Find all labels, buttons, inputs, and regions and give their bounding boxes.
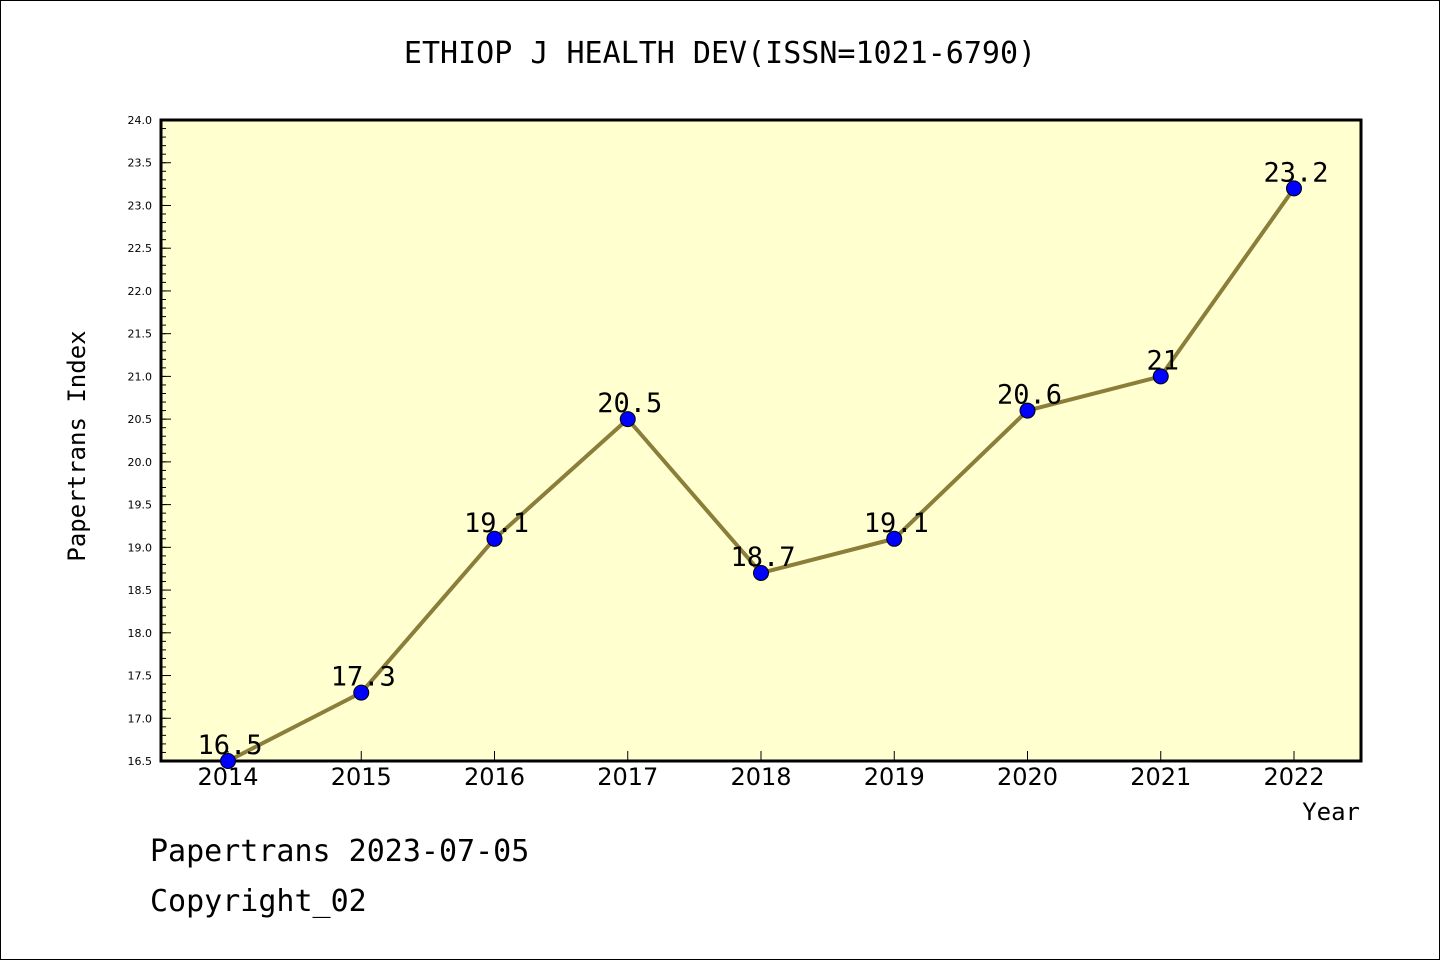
y-tick-label: 20.5 [128,413,153,426]
data-point-marker [1286,180,1302,197]
y-tick-label: 19.5 [128,499,153,512]
y-tick-label: 23.5 [128,157,153,170]
y-tick-label: 22.5 [128,242,153,255]
data-point-marker [1019,402,1036,419]
y-axis-ticks: 16.5 17.0 17.5 18.0 18.5 19.0 19.5 20.0 20.5 21.0… [128,114,171,768]
data-point-marker [886,530,903,547]
y-tick-label: 19.0 [128,541,153,554]
plot-area [159,118,1363,763]
data-point-marker [220,753,236,769]
y-axis-label: Papertrans Index [63,330,91,561]
y-tick-label: 20.0 [128,456,153,469]
x-tick-label: 2016 [464,763,525,791]
x-tick-label: 2020 [997,763,1058,791]
data-label: 20.6 [997,380,1062,411]
x-tick-label: 2021 [1130,763,1191,791]
data-markers [220,180,1302,769]
data-label: 17.3 [331,662,396,693]
data-labels: 16.5 17.3 19.1 20.5 18.7 19.1 20.6 21 23.2 [197,157,1328,761]
y-tick-label: 18.5 [128,584,153,597]
y-tick-label: 17.0 [128,712,153,725]
data-point-marker [1152,368,1169,385]
x-axis-ticks: 2014 2015 2016 2017 2018 2019 2020 2021 2022 [197,751,1325,791]
footer-copyright-text: Copyright_02 [150,884,367,919]
data-label: 23.2 [1263,157,1328,188]
x-tick-label: 2018 [730,763,791,791]
data-point-marker [619,411,636,428]
y-tick-label: 18.0 [128,627,153,640]
x-tick-label: 2019 [864,763,925,791]
data-label: 16.5 [197,730,262,761]
data-label: 20.5 [597,388,662,419]
y-tick-label: 17.5 [128,670,153,683]
data-label: 21 [1146,345,1179,376]
y-tick-label: 16.5 [128,755,153,768]
y-tick-label: 22.0 [128,285,153,298]
data-label: 19.1 [864,508,929,539]
y-tick-label: 23.0 [128,199,153,212]
chart-title: ETHIOP J HEALTH DEV(ISSN=1021-6790) [403,36,1037,71]
x-tick-label: 2017 [597,763,658,791]
x-tick-label: 2015 [331,763,392,791]
footer-date-text: Papertrans 2023-07-05 [150,834,530,869]
data-point-marker [353,684,370,701]
y-tick-label: 24.0 [128,114,153,127]
y-tick-label: 21.0 [128,370,153,383]
data-point-marker [486,530,503,547]
x-tick-label: 2022 [1263,763,1324,791]
data-point-marker [753,564,769,581]
y-tick-label: 21.5 [128,328,153,341]
x-axis-label: Year [1302,798,1360,826]
data-label: 18.7 [730,542,795,573]
data-label: 19.1 [464,508,529,539]
